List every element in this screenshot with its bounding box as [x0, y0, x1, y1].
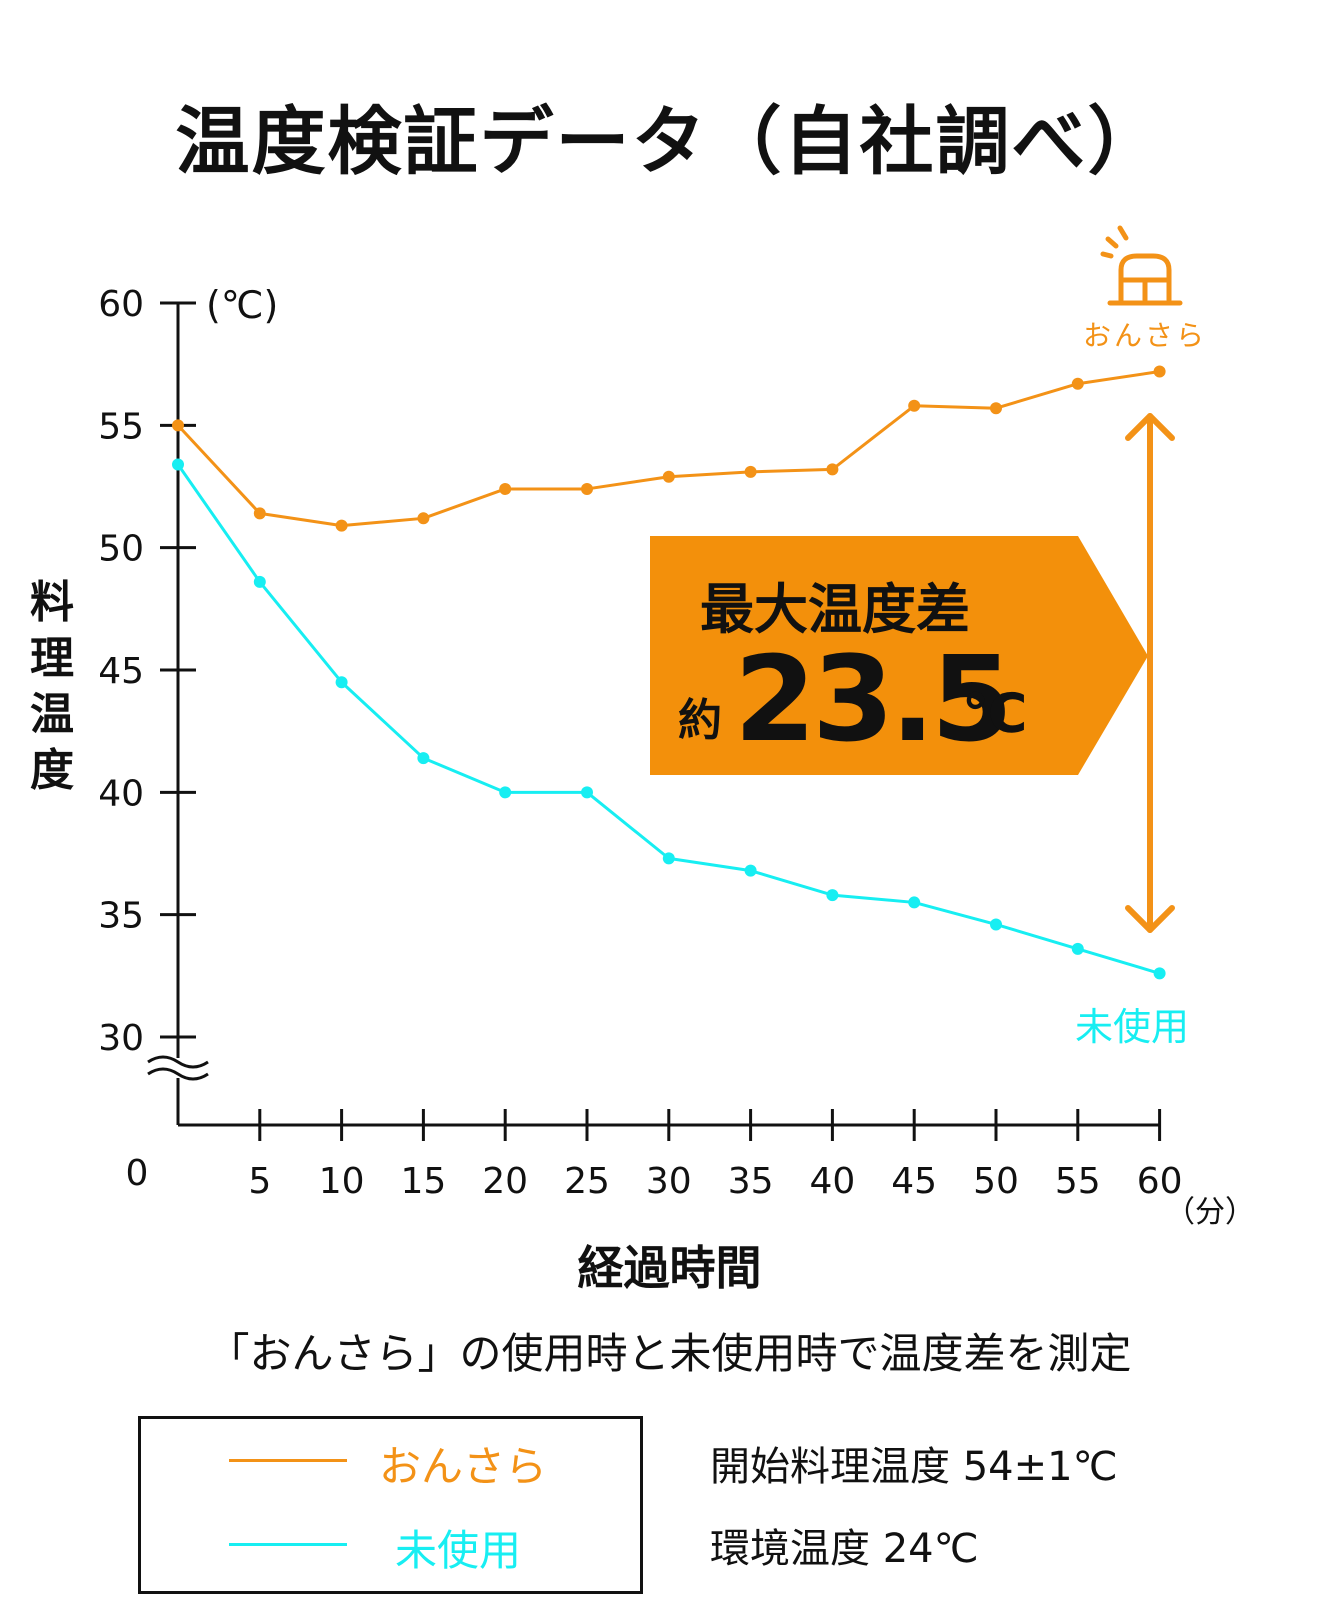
legend-label-unused: 未使用	[395, 1526, 522, 1575]
legend-item-unused: 未使用	[141, 1513, 640, 1575]
x-tick-label: 5	[248, 1161, 271, 1202]
x-tick-label: 20	[482, 1161, 528, 1202]
data-point-onsara	[499, 482, 512, 495]
x-tick-label: 35	[728, 1161, 774, 1202]
data-point-unused	[744, 864, 757, 877]
x-tick-label: 60	[1137, 1161, 1183, 1202]
legend: おんさら 未使用	[138, 1416, 643, 1594]
data-point-unused	[908, 896, 921, 909]
data-point-onsara	[990, 402, 1002, 415]
data-point-onsara	[335, 519, 348, 532]
difference-double-arrow	[1125, 413, 1175, 933]
data-point-onsara	[662, 470, 675, 483]
y-tick-label: 30	[98, 1018, 144, 1059]
y-tick-label: 50	[98, 529, 144, 570]
x-tick-label: 50	[973, 1161, 1019, 1202]
y-tick-label: 45	[98, 651, 144, 692]
caption: 「おんさら」の使用時と未使用時で温度差を測定	[207, 1329, 1132, 1378]
badge-line1: 最大温度差	[700, 578, 970, 641]
legend-swatch-unused	[229, 1543, 347, 1546]
y-tick-label: 60	[98, 284, 144, 325]
data-point-onsara	[1153, 365, 1166, 378]
data-point-onsara	[908, 399, 921, 412]
legend-item-onsara: おんさら	[141, 1429, 640, 1491]
data-point-unused	[826, 889, 839, 902]
badge-arrow-shape	[650, 536, 1148, 775]
y-unit-label: (℃)	[206, 283, 278, 327]
unused-end-label: 未使用	[1075, 1005, 1189, 1049]
axis-break-mark	[147, 1067, 209, 1081]
y-tick-label: 55	[98, 406, 144, 447]
y-axis-label: 料理温度	[30, 577, 74, 796]
data-point-onsara	[172, 419, 184, 432]
start-temp-note: 開始料理温度 54±1℃	[710, 1444, 1118, 1490]
data-point-onsara	[253, 507, 266, 520]
data-point-unused	[1153, 967, 1166, 980]
line-chart: 30 35 40 45 50 55 60 0 5 10 15 20 25 30 35 40 45 50 55 60 最…	[98, 225, 1255, 1230]
chart-title: 温度検証データ（自社調べ）	[175, 99, 1164, 185]
data-point-unused	[662, 852, 675, 865]
y-tick-label: 35	[98, 896, 144, 937]
x-tick-label: 25	[564, 1161, 610, 1202]
data-point-unused	[581, 786, 593, 799]
chart-series	[172, 365, 1166, 980]
onsara-logo-label: おんさら	[1083, 319, 1207, 352]
legend-swatch-onsara	[229, 1459, 347, 1462]
data-point-onsara	[744, 465, 757, 478]
data-point-unused	[253, 575, 266, 588]
badge-prefix: 約	[678, 695, 722, 746]
x-tick-label: 55	[1055, 1161, 1101, 1202]
data-point-unused	[172, 458, 184, 471]
x-tick-label: 30	[646, 1161, 692, 1202]
badge-unit: ℃	[962, 682, 1027, 745]
max-diff-badge: 最大温度差 約 23.5 ℃	[650, 536, 1148, 775]
data-point-onsara	[826, 463, 839, 476]
data-point-onsara	[581, 482, 593, 495]
y-tick-label: 40	[98, 773, 144, 814]
badge-value: 23.5	[734, 630, 1009, 768]
ambient-temp-note: 環境温度 24℃	[710, 1526, 979, 1572]
data-point-unused	[499, 786, 512, 799]
data-point-unused	[335, 676, 348, 689]
x-tick-label: 40	[809, 1161, 855, 1202]
chart-ticks: 30 35 40 45 50 55 60 0 5 10 15 20 25 30 35 40 45 50 55 60	[98, 284, 1182, 1202]
x-unit-label: （分）	[1165, 1195, 1255, 1230]
data-point-unused	[990, 918, 1002, 931]
x-tick-label: 10	[319, 1161, 365, 1202]
x-tick-label: 15	[400, 1161, 446, 1202]
series-line-onsara	[176, 370, 1160, 528]
legend-label-onsara: おんさら	[379, 1442, 548, 1491]
data-point-onsara	[417, 512, 430, 525]
x-axis-label: 経過時間	[577, 1241, 762, 1295]
x-tick-label: 0	[126, 1153, 149, 1194]
data-point-unused	[1071, 942, 1084, 955]
onsara-heater-icon	[1100, 225, 1183, 306]
axis-break-mark	[147, 1055, 209, 1069]
x-tick-label: 45	[891, 1161, 937, 1202]
data-point-unused	[417, 752, 430, 765]
data-point-onsara	[1071, 377, 1084, 390]
